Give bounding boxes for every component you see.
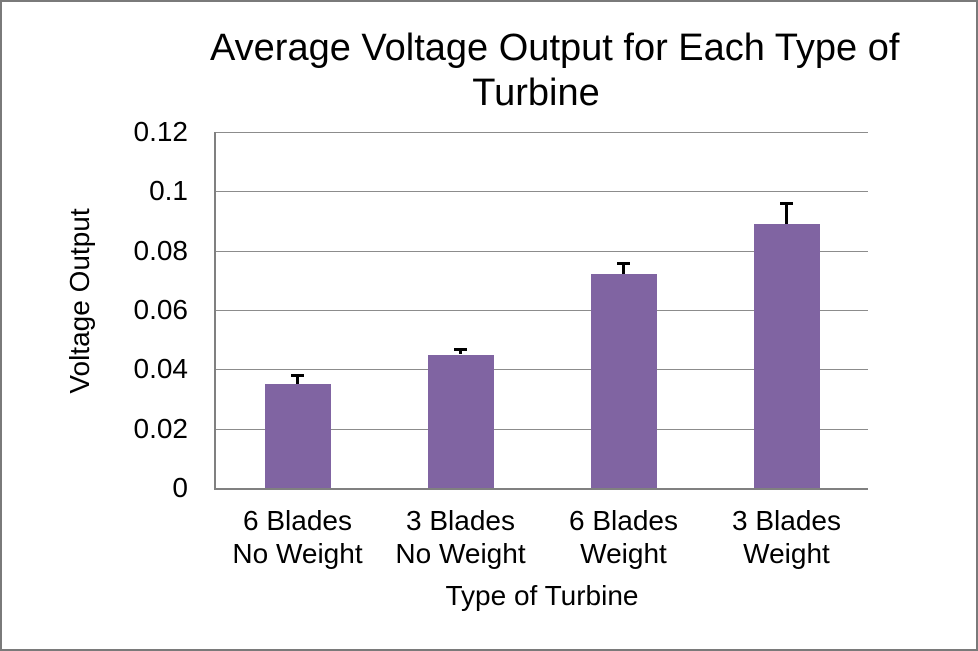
gridline xyxy=(216,428,868,430)
gridline xyxy=(216,132,868,133)
x-tick-label: 3 Blades Weight xyxy=(732,505,841,569)
error-bar-line xyxy=(459,348,462,355)
gridline xyxy=(216,250,868,252)
bar xyxy=(590,274,657,488)
y-tick-label: 0.1 xyxy=(149,175,188,207)
x-tick-label: 6 Blades Weight xyxy=(569,505,678,569)
chart-title-line-2: Turbine xyxy=(472,72,600,114)
bar xyxy=(427,354,494,488)
plot-area xyxy=(214,132,868,490)
bar xyxy=(753,223,820,488)
error-bar-line xyxy=(296,375,299,385)
y-axis-line xyxy=(214,132,216,490)
y-tick-label: 0.02 xyxy=(133,412,189,444)
bar xyxy=(264,384,331,488)
error-bar-line xyxy=(622,262,625,275)
y-tick-label: 0.12 xyxy=(133,116,189,147)
y-tick-label: 0.08 xyxy=(133,234,189,266)
y-tick-label: 0 xyxy=(172,472,188,503)
error-bar-cap xyxy=(454,347,467,351)
y-tick-label: 0.04 xyxy=(133,353,189,385)
chart-title: Average Voltage Output for Each Type of … xyxy=(210,26,900,116)
chart-title-line-1: Average Voltage Output for Each Type of xyxy=(210,27,900,69)
x-tick-label: 6 Blades No Weight xyxy=(232,505,363,569)
x-axis-line xyxy=(214,488,868,490)
error-bar-cap xyxy=(617,261,630,265)
gridline xyxy=(216,191,868,193)
gridline xyxy=(216,310,868,311)
x-axis-title: Type of Turbine xyxy=(445,580,639,611)
y-tick-label: 0.06 xyxy=(133,294,189,325)
error-bar-line xyxy=(785,203,788,224)
error-bar-cap xyxy=(780,202,793,206)
error-bar-cap xyxy=(291,374,304,378)
gridline xyxy=(216,369,868,371)
x-tick-label: 3 Blades No Weight xyxy=(395,505,526,569)
